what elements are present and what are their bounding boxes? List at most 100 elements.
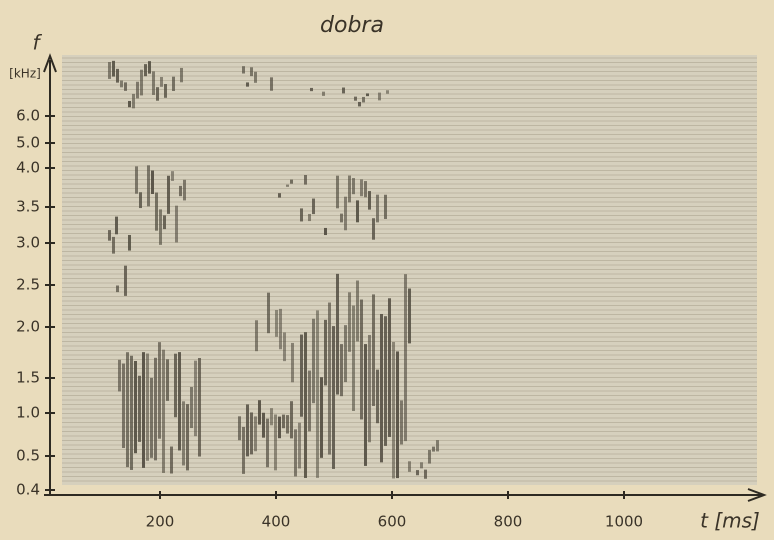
energy-dash bbox=[304, 332, 307, 478]
energy-dash bbox=[286, 184, 289, 187]
energy-dash bbox=[159, 209, 162, 245]
y-tick-label: 2.0 bbox=[16, 318, 40, 336]
energy-dash bbox=[148, 61, 151, 74]
energy-dash bbox=[290, 401, 293, 439]
energy-dash bbox=[164, 84, 167, 98]
energy-dash bbox=[376, 369, 379, 424]
energy-dash bbox=[396, 351, 399, 479]
energy-dash bbox=[324, 319, 327, 386]
x-label: t [ms] bbox=[700, 509, 760, 533]
energy-dash bbox=[140, 69, 143, 96]
energy-dash bbox=[368, 191, 371, 210]
energy-dash bbox=[283, 332, 286, 362]
y-tick-label: 1.0 bbox=[16, 404, 40, 422]
energy-dash bbox=[156, 87, 159, 101]
energy-dash bbox=[182, 401, 185, 466]
energy-dash bbox=[128, 100, 131, 108]
x-arrow bbox=[747, 488, 767, 502]
x-tick-label: 400 bbox=[262, 513, 291, 531]
energy-dash bbox=[132, 93, 135, 109]
energy-dash bbox=[348, 292, 351, 352]
energy-dash bbox=[364, 181, 367, 198]
energy-dash bbox=[150, 377, 153, 458]
energy-dash bbox=[294, 429, 297, 477]
energy-dash bbox=[262, 412, 265, 438]
energy-dash bbox=[246, 82, 249, 87]
energy-dash bbox=[115, 216, 118, 235]
energy-dash bbox=[358, 101, 361, 107]
energy-dash bbox=[336, 273, 339, 395]
energy-dash bbox=[267, 292, 270, 334]
energy-dash bbox=[162, 349, 165, 473]
energy-dash bbox=[147, 165, 150, 207]
energy-dash bbox=[332, 326, 335, 469]
energy-dash bbox=[142, 352, 145, 468]
energy-dash bbox=[130, 355, 133, 470]
energy-dash bbox=[171, 171, 174, 181]
energy-dash bbox=[360, 179, 363, 197]
energy-dash bbox=[312, 318, 315, 404]
energy-dash bbox=[356, 280, 359, 342]
energy-dash bbox=[166, 359, 169, 401]
energy-dash bbox=[372, 294, 375, 406]
energy-dash bbox=[328, 302, 331, 455]
energy-dash bbox=[238, 416, 241, 441]
energy-dash bbox=[352, 178, 355, 195]
stripes bbox=[62, 57, 757, 482]
energy-dash bbox=[255, 320, 258, 352]
y-tick-label: 6.0 bbox=[16, 107, 40, 125]
energy-dash bbox=[340, 213, 343, 223]
energy-dash bbox=[356, 200, 359, 223]
energy-dash bbox=[342, 87, 345, 94]
y-tick-label: 4.0 bbox=[16, 159, 40, 177]
y-tick-label: 5.0 bbox=[16, 134, 40, 152]
energy-dash bbox=[152, 71, 155, 95]
energy-dash bbox=[158, 342, 161, 439]
energy-dash bbox=[316, 310, 319, 478]
energy-dash bbox=[126, 352, 129, 468]
energy-dash bbox=[376, 194, 379, 223]
energy-dash bbox=[432, 446, 435, 452]
energy-dash bbox=[308, 370, 311, 432]
x-tick-label: 600 bbox=[378, 513, 407, 531]
x-tick-label: 800 bbox=[494, 513, 523, 531]
energy-dash bbox=[352, 305, 355, 411]
energy-dash bbox=[198, 358, 201, 457]
energy-dash bbox=[388, 298, 391, 437]
energy-dash bbox=[160, 76, 163, 87]
energy-dash bbox=[144, 64, 147, 77]
energy-dash bbox=[279, 308, 282, 350]
energy-dash bbox=[362, 96, 365, 103]
energy-dash bbox=[112, 60, 115, 77]
energy-dash bbox=[308, 213, 311, 222]
energy-dash bbox=[136, 81, 139, 99]
energy-dash bbox=[282, 414, 285, 429]
energy-dash bbox=[424, 469, 427, 479]
energy-dash bbox=[384, 194, 387, 219]
energy-dash bbox=[242, 426, 245, 474]
spectrogram-energy bbox=[108, 60, 439, 479]
energy-dash bbox=[242, 66, 245, 74]
energy-dash bbox=[172, 76, 175, 91]
energy-dash bbox=[270, 408, 273, 426]
energy-dash bbox=[124, 265, 127, 296]
energy-dash bbox=[344, 196, 347, 231]
energy-dash bbox=[400, 400, 403, 445]
y-tick-label: 2.5 bbox=[16, 276, 40, 294]
energy-dash bbox=[124, 82, 127, 91]
y-tick-label: 0.4 bbox=[16, 481, 40, 499]
energy-dash bbox=[179, 185, 182, 197]
energy-dash bbox=[300, 334, 303, 417]
energy-dash bbox=[408, 461, 411, 472]
energy-dash bbox=[380, 313, 383, 463]
energy-dash bbox=[274, 414, 277, 471]
energy-dash bbox=[404, 274, 407, 442]
energy-dash bbox=[186, 404, 189, 471]
energy-dash bbox=[135, 166, 138, 194]
energy-dash bbox=[340, 344, 343, 397]
energy-dash bbox=[278, 416, 281, 439]
energy-dash bbox=[336, 175, 339, 209]
energy-dash bbox=[298, 422, 301, 469]
energy-dash bbox=[286, 415, 289, 434]
